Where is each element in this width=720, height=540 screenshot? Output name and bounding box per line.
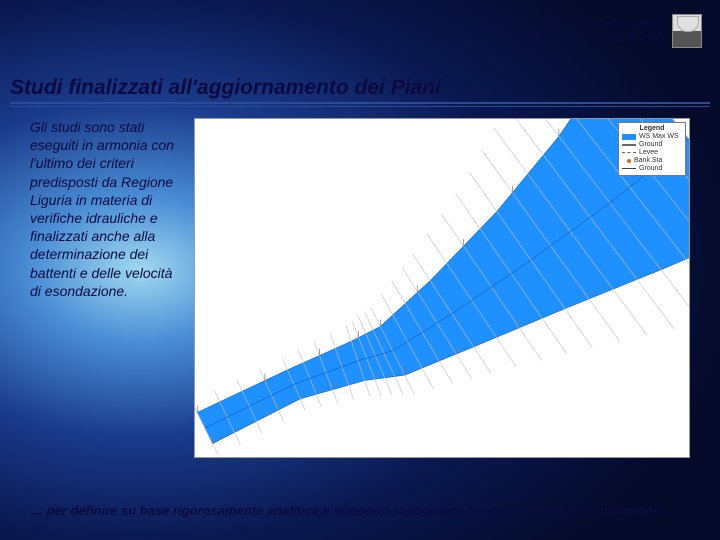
header-text: Provincia della Spezia Servizio Piani di… (539, 16, 664, 46)
title-underline (10, 102, 710, 107)
figure-legend: Legend WS Max WSGroundLeveeBank StaGroun… (618, 122, 686, 176)
legend-label: Bank Sta (634, 157, 662, 164)
legend-swatch-icon (627, 159, 631, 163)
legend-label: Levee (639, 149, 658, 156)
hydraulic-model-figure: Legend WS Max WSGroundLeveeBank StaGroun… (194, 118, 690, 458)
legend-label: WS Max WS (639, 133, 679, 140)
slide-title: Studi finalizzati all'aggiornamento dei … (10, 76, 441, 100)
provincia-crest-icon (672, 14, 702, 48)
legend-title: Legend (622, 125, 682, 132)
legend-row: Ground (622, 165, 682, 172)
legend-row: Ground (622, 141, 682, 148)
header: Provincia della Spezia Servizio Piani di… (539, 14, 702, 48)
body-paragraph: Gli studi sono stati eseguiti in armonia… (30, 118, 180, 468)
legend-swatch-icon (622, 152, 636, 153)
org-line-1: Provincia della Spezia (539, 16, 664, 31)
legend-label: Ground (639, 141, 662, 148)
legend-swatch-icon (622, 144, 636, 146)
river-3d-diagram (195, 119, 689, 455)
legend-row: Levee (622, 149, 682, 156)
legend-swatch-icon (622, 168, 636, 169)
org-line-2: Servizio Piani di Bacino (539, 31, 664, 46)
footer-paragraph: … per definire su base rigorosamente ana… (30, 502, 690, 520)
legend-label: Ground (639, 165, 662, 172)
legend-row: WS Max WS (622, 133, 682, 140)
body-area: Gli studi sono stati eseguiti in armonia… (30, 118, 690, 468)
legend-swatch-icon (622, 134, 636, 140)
legend-row: Bank Sta (622, 157, 682, 164)
